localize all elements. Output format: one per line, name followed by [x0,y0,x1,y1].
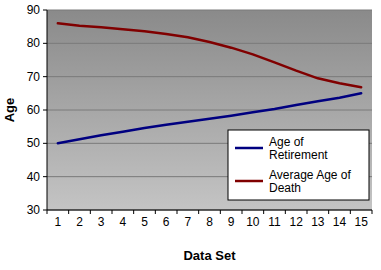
x-tick [263,210,264,214]
x-tick [328,210,329,214]
x-tick-label: 1 [54,215,61,229]
x-tick-label: 6 [163,215,170,229]
x-tick [112,210,113,214]
grid-line [47,10,372,11]
series-line [58,23,361,87]
x-tick-label: 13 [311,215,325,229]
plot-area [47,10,372,210]
x-tick [307,210,308,214]
legend-box [228,130,369,200]
y-tick-label: 30 [27,203,41,217]
x-tick-label: 5 [141,215,148,229]
x-tick [220,210,221,214]
x-axis [47,210,372,211]
x-tick-label: 14 [333,215,347,229]
x-tick [198,210,199,214]
y-axis-title: Age [2,98,17,123]
legend-label-line: Death [269,181,301,195]
x-tick-label: 15 [354,215,368,229]
x-tick [133,210,134,214]
x-tick [90,210,91,214]
legend-label-line: Average Age of [269,168,352,182]
y-tick [43,176,47,177]
x-tick [372,210,373,214]
x-tick-label: 9 [228,215,235,229]
x-tick-label: 4 [119,215,126,229]
legend-swatch [235,147,263,150]
y-axis [47,10,48,210]
y-tick [43,143,47,144]
x-tick-label: 8 [206,215,213,229]
x-tick [350,210,351,214]
x-tick-label: 11 [268,215,281,229]
grid-line [47,76,372,77]
x-tick [47,210,48,214]
x-tick [242,210,243,214]
series-group [58,23,361,143]
x-tick-label: 12 [289,215,303,229]
legend-label-line: Retirement [269,148,328,162]
y-tick-label: 40 [27,170,41,184]
x-tick-label: 7 [184,215,191,229]
y-tick-label: 90 [27,3,41,17]
y-tick [43,43,47,44]
x-tick-label: 2 [76,215,83,229]
x-tick [285,210,286,214]
legend-label: Age ofRetirement [269,135,328,162]
y-tick-label: 80 [27,36,41,50]
legend-swatch [235,180,263,183]
y-tick [43,76,47,77]
x-tick-label: 10 [246,215,260,229]
y-tick-label: 50 [27,136,41,150]
x-tick [155,210,156,214]
x-tick-label: 3 [98,215,105,229]
grid-line [47,110,372,111]
chart: 30405060708090123456789101112131415Data … [0,0,381,270]
y-tick [43,210,47,211]
y-tick [43,10,47,11]
y-tick-label: 60 [27,103,41,117]
legend-label-line: Age of [269,135,304,149]
legend-label: Average Age ofDeath [269,168,352,195]
x-tick [68,210,69,214]
y-tick [43,110,47,111]
y-tick-label: 70 [27,70,41,84]
x-tick [177,210,178,214]
x-axis-title: Data Set [183,248,236,263]
grid-line [47,210,372,211]
